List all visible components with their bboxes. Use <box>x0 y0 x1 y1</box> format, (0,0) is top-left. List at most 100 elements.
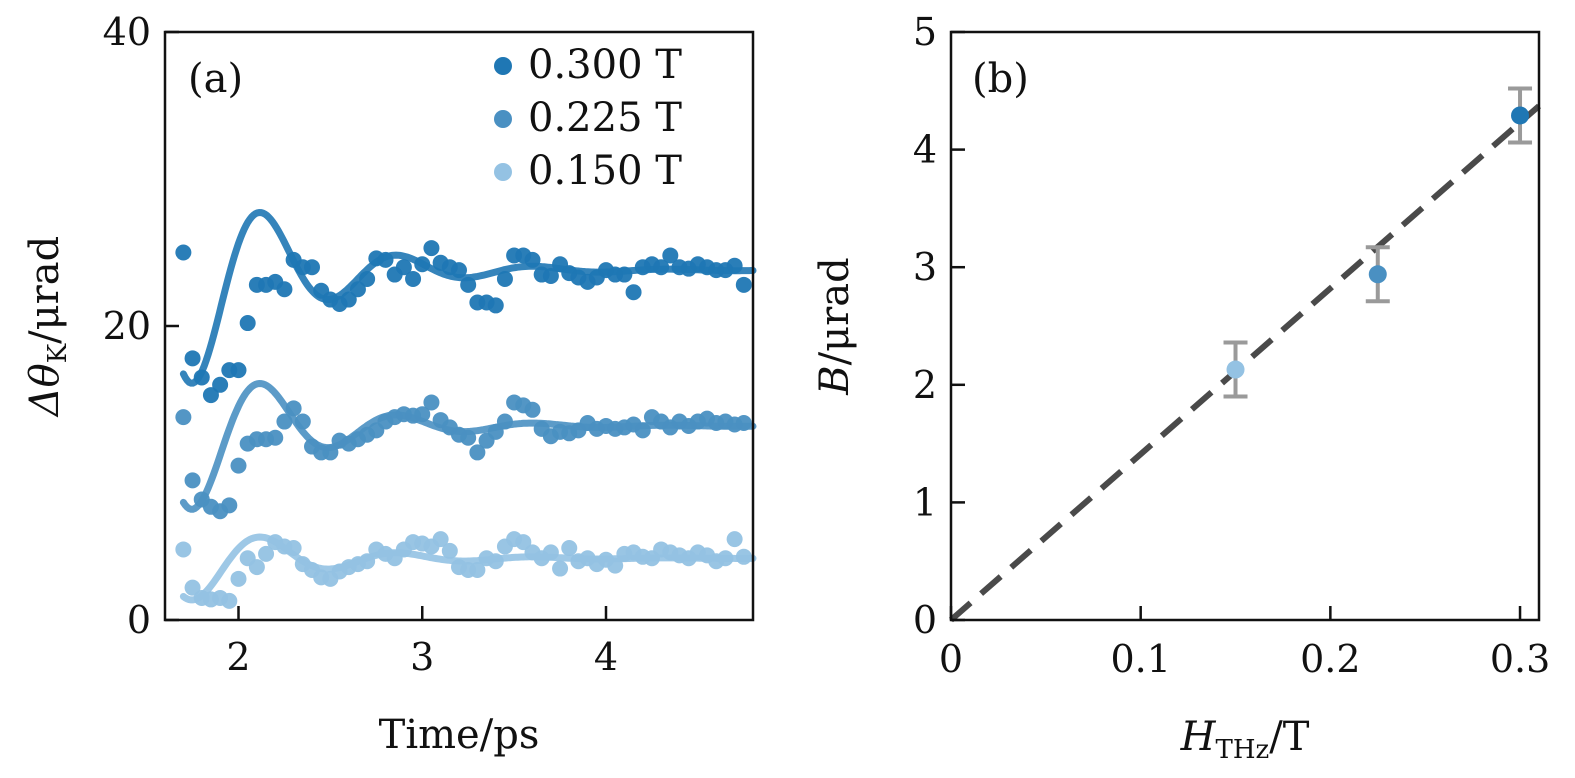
panel-a-legend: 0.300 T 0.225 T 0.150 T <box>494 42 682 194</box>
panel-b-y-label-suffix: /μrad <box>812 257 858 365</box>
panel-a-data-point <box>184 579 201 596</box>
panel-a-data-point <box>616 266 633 283</box>
panel-b-data-point <box>1368 265 1387 284</box>
panel-a-data-point <box>285 400 302 417</box>
legend-label: 0.225 T <box>528 95 682 141</box>
panel-a-data-point <box>395 259 412 276</box>
panel-b-y-tick-label: 4 <box>913 128 937 172</box>
panel-a-data-point <box>625 284 642 301</box>
panel-b-x-tick-label: 0.1 <box>1110 637 1170 681</box>
panel-a-data-point <box>239 315 256 332</box>
panel-a-label: (a) <box>188 56 243 102</box>
panel-b-frame <box>949 30 1541 622</box>
panel-a-data-point <box>349 281 366 298</box>
panel-a-data-point <box>735 276 752 293</box>
panel-b-y-tick-label: 5 <box>913 10 937 54</box>
panel-a-data-point <box>460 429 477 446</box>
panel-b-data-point <box>1226 360 1245 379</box>
panel-a-data-point <box>267 429 284 446</box>
panel-a-data-point <box>423 394 440 411</box>
panel-a-data-point <box>184 472 201 489</box>
panel-a-y-tick-label: 40 <box>103 10 151 54</box>
panel-a-data-point <box>175 409 192 426</box>
panel-a-data-point <box>359 270 376 287</box>
panel-a-data-point <box>460 276 477 293</box>
panel-a-data-point <box>202 387 219 404</box>
panel-a-data-point <box>662 247 679 264</box>
panel-a-data-point <box>414 406 431 423</box>
panel-a-data-point <box>248 559 265 576</box>
panel-a-data-point <box>359 553 376 570</box>
panel-b-y-tick-label: 2 <box>913 363 937 407</box>
panel-a-data-point <box>276 281 293 298</box>
panel-a-data-point <box>487 423 504 440</box>
panel-a-data-point <box>175 541 192 558</box>
panel-b-y-axis-label: B/μrad <box>812 257 858 395</box>
panel-a-fit-curve <box>179 208 757 387</box>
panel-a-data-point <box>377 251 394 268</box>
panel-a-x-tick-label: 4 <box>594 635 618 679</box>
legend-label: 0.150 T <box>528 148 682 194</box>
panel-a-data-point <box>561 539 578 556</box>
panel-b-x-tick-label: 0.3 <box>1490 637 1550 681</box>
panel-a-x-axis-label: Time/ps <box>379 712 540 758</box>
panel-a-data-point <box>735 415 752 432</box>
panel-a-data-point <box>230 457 247 474</box>
panel-a-data-point <box>322 444 339 461</box>
panel-b-x-tick-label: 0 <box>939 637 963 681</box>
panel-a-y-tick-label: 0 <box>127 598 151 642</box>
panel-a-data-point <box>487 553 504 570</box>
panel-a-data-point <box>414 256 431 273</box>
panel-b-data-point <box>1511 106 1530 125</box>
panel-b-x-label-subscript: THz <box>1216 735 1270 765</box>
panel-a-data-point <box>634 422 651 439</box>
panel-a-data-point <box>451 262 467 279</box>
panel-a-data-point <box>496 270 513 287</box>
panel-a-data-point <box>524 401 541 418</box>
panel-b-label: (b) <box>972 56 1029 102</box>
panel-b-x-axis-label: HTHz/T <box>1180 714 1310 765</box>
panel-b-x-label-prefix: H <box>1180 714 1217 760</box>
panel-b-x-tick-label: 0.2 <box>1300 637 1360 681</box>
panel-a-data-point <box>212 376 229 393</box>
panel-a-x-tick-label: 3 <box>410 635 434 679</box>
panel-b-y-label-prefix: B <box>812 365 858 395</box>
panel-a-data-point <box>441 542 458 559</box>
panel-a-data-point <box>258 545 275 562</box>
panel-a-data-point <box>340 291 357 308</box>
panel-a-y-label-suffix: /μrad <box>22 236 68 344</box>
legend-marker <box>494 110 512 128</box>
panel-b-y-tick-label: 1 <box>913 480 937 524</box>
panel-b-y-tick-label: 0 <box>913 598 937 642</box>
panel-a-data-point <box>726 257 743 274</box>
panel-a-data-point <box>469 562 486 579</box>
panel-a-data-point <box>717 550 734 567</box>
panel-b-y-tick-label: 3 <box>913 245 937 289</box>
panel-a-data-point <box>175 244 192 261</box>
panel-a-data-point <box>653 259 670 276</box>
panel-b-dashed-fit-line <box>949 103 1541 623</box>
panel-a-data-point <box>230 362 247 379</box>
panel-a-data-point <box>542 544 559 561</box>
legend-label: 0.300 T <box>528 42 682 88</box>
panel-a-y-tick-label: 20 <box>103 304 151 348</box>
panel-a-data-points <box>175 240 752 609</box>
panel-a-data-point <box>423 240 440 257</box>
panel-a-data-point <box>193 369 210 386</box>
panel-a-data-point <box>607 557 624 574</box>
panel-b-data-points <box>1223 86 1533 399</box>
panel-a-data-point <box>552 560 569 577</box>
panel-a-data-point <box>221 592 238 609</box>
panel-a-data-point <box>524 251 541 268</box>
panel-b-x-label-suffix: /T <box>1269 714 1309 760</box>
panel-a-data-point <box>230 570 247 587</box>
panel-a-data-point <box>469 444 486 461</box>
panel-a-data-point <box>285 539 302 556</box>
panel-a-y-label-prefix: Δθ <box>22 363 68 418</box>
panel-a-data-point <box>184 350 201 367</box>
panel-a-data-point <box>304 259 320 276</box>
panel-a-y-label-subscript: K <box>43 343 73 363</box>
